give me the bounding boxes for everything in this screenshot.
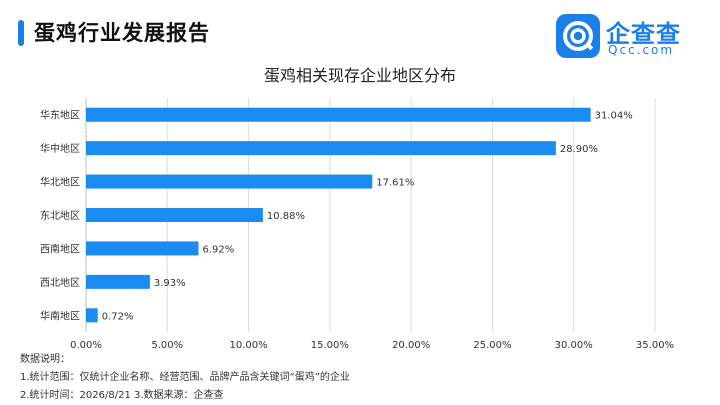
bar-value-label: 0.72% <box>102 311 134 322</box>
bar <box>86 308 98 323</box>
qcc-logo: 企查查 Qcc.com <box>556 14 706 58</box>
logo-domain: Qcc.com <box>608 43 675 57</box>
bar <box>86 174 373 189</box>
x-tick-label: 0.00% <box>70 340 102 351</box>
x-tick-label: 25.00% <box>473 340 511 351</box>
bar-value-label: 31.04% <box>595 111 633 122</box>
bar <box>86 107 591 122</box>
report-title: 蛋鸡行业发展报告 <box>34 21 210 45</box>
y-category-label: 西南地区 <box>40 242 80 255</box>
title-accent-bar <box>18 20 24 46</box>
y-category-label: 华北地区 <box>40 176 80 189</box>
bar <box>86 241 199 256</box>
qcc-logo-icon <box>556 14 600 58</box>
bar-value-label: 6.92% <box>202 244 234 255</box>
x-tick-label: 5.00% <box>151 340 183 351</box>
y-category-label: 西北地区 <box>40 276 80 289</box>
x-tick-label: 35.00% <box>636 340 674 351</box>
bar-value-label: 17.61% <box>376 178 414 189</box>
logo-wordmark: 企查查 <box>606 20 681 48</box>
y-category-label: 东北地区 <box>40 209 80 222</box>
x-tick-label: 20.00% <box>392 340 430 351</box>
y-category-label: 华中地区 <box>40 142 80 155</box>
report-header: 蛋鸡行业发展报告 企查查 Qcc.com <box>0 0 720 60</box>
data-notes: 数据说明： 1.统计范围：仅统计企业名称、经营范围、品牌产品含关键词“蛋鸡”的企… <box>20 351 350 405</box>
y-category-label: 华东地区 <box>40 109 80 122</box>
x-tick-label: 30.00% <box>555 340 593 351</box>
bar <box>86 141 556 156</box>
bar <box>86 274 150 289</box>
x-tick-label: 10.00% <box>230 340 268 351</box>
notes-scope: 1.统计范围：仅统计企业名称、经营范围、品牌产品含关键词“蛋鸡”的企业 <box>20 372 350 383</box>
x-tick-label: 15.00% <box>311 340 349 351</box>
bar-value-label: 28.90% <box>560 144 598 155</box>
notes-time-source: 2.统计时间：2026/8/21 3.数据来源：企查查 <box>20 390 224 401</box>
bar-value-label: 3.93% <box>154 278 186 289</box>
chart-title: 蛋鸡相关现存企业地区分布 <box>263 66 456 85</box>
notes-heading: 数据说明： <box>20 354 70 365</box>
bar <box>86 208 263 222</box>
bar-value-label: 10.88% <box>267 211 305 222</box>
y-category-label: 华南地区 <box>40 309 80 322</box>
